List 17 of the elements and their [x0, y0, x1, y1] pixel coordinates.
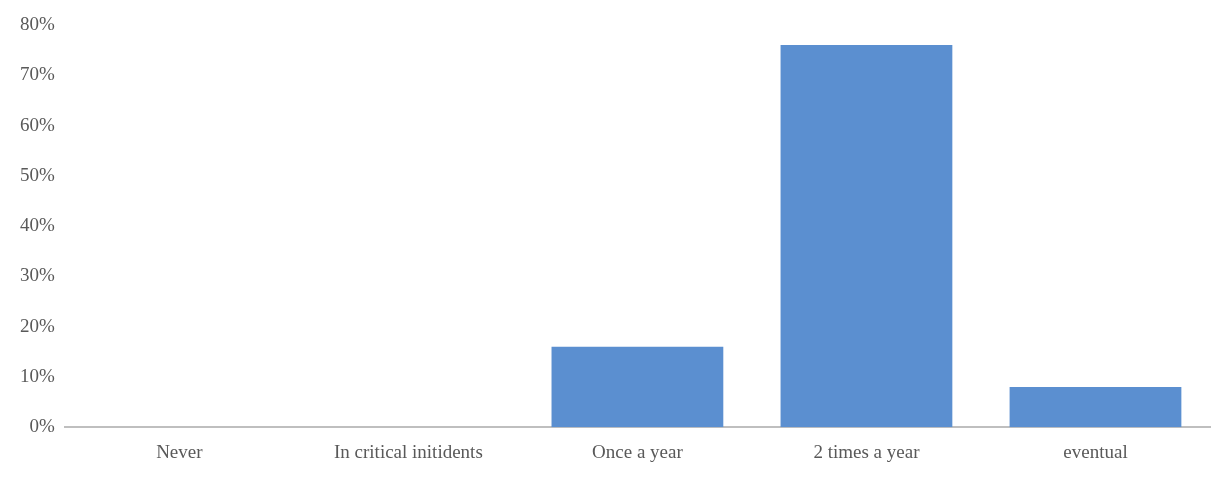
x-tick-label: Once a year: [592, 440, 684, 462]
bar: [1009, 386, 1182, 428]
x-tick-label: 2 times a year: [813, 440, 921, 462]
x-tick-label: In critical initidents: [333, 440, 483, 462]
y-tick-label: 0%: [29, 415, 55, 437]
y-tick-label: 10%: [20, 364, 55, 386]
y-tick-label: 80%: [20, 12, 55, 34]
x-tick-label: eventual: [1063, 440, 1128, 462]
bar: [551, 346, 724, 428]
y-tick-label: 40%: [20, 214, 55, 236]
y-tick-label: 30%: [20, 264, 55, 286]
bar: [780, 45, 953, 428]
y-tick-label: 70%: [20, 63, 55, 85]
x-tick-label: Never: [156, 440, 204, 462]
y-tick-label: 20%: [20, 314, 55, 336]
y-tick-label: 50%: [20, 163, 55, 185]
y-tick-label: 60%: [20, 113, 55, 135]
